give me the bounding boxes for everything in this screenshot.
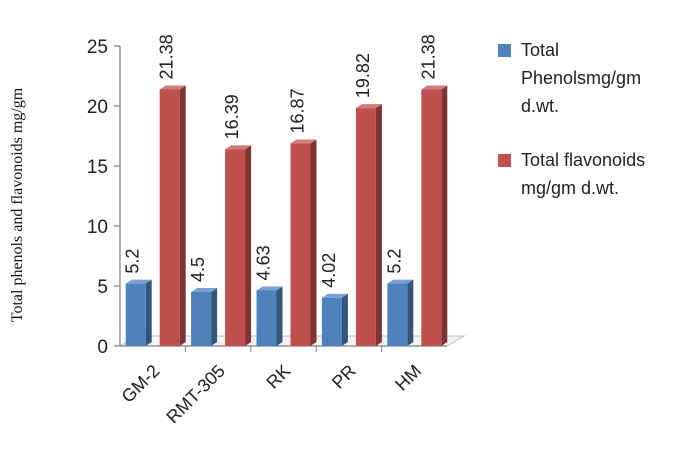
data-label: 19.82 xyxy=(353,53,373,98)
bar-top xyxy=(159,85,186,90)
bar-flavonoids: 21.38 xyxy=(157,34,186,346)
bar-top xyxy=(225,145,252,150)
bar-side xyxy=(441,85,448,346)
legend-swatch xyxy=(498,154,511,167)
data-label: 21.38 xyxy=(418,34,438,79)
bar-top xyxy=(290,139,317,144)
legend-label: Total flavonoids mg/gm d.wt. xyxy=(521,150,645,198)
legend-swatch xyxy=(498,44,511,57)
data-label: 4.02 xyxy=(319,253,339,288)
legend-label: Total Phenolsmg/gm d.wt. xyxy=(521,40,641,116)
y-tick-label: 20 xyxy=(87,97,108,118)
bar-phenols: 4.02 xyxy=(319,253,348,346)
bar-flavonoids: 16.39 xyxy=(222,94,252,346)
x-tick-label: RMT-305 xyxy=(162,361,228,427)
y-tick-label: 5 xyxy=(97,277,108,298)
y-axis-label: Total phenols and flavonoids mg/gm xyxy=(9,87,26,322)
bar-top xyxy=(387,279,414,284)
bar-front xyxy=(159,89,180,346)
bar-top xyxy=(191,288,218,292)
bar-side xyxy=(245,145,252,346)
data-label: 4.63 xyxy=(254,245,274,280)
x-tick-label: PR xyxy=(328,361,360,393)
bar-top xyxy=(355,104,382,109)
bar-side xyxy=(375,104,382,346)
bar-side xyxy=(407,279,414,346)
bar-top xyxy=(421,85,448,90)
bar-front xyxy=(191,292,212,346)
y-axis-ticks: 0 5 10 15 20 25 xyxy=(87,37,120,358)
bar-front xyxy=(355,108,376,346)
data-label: 4.5 xyxy=(188,257,208,282)
bar-front xyxy=(421,89,442,346)
bar-flavonoids: 21.38 xyxy=(418,34,448,346)
bar-front xyxy=(225,149,246,346)
bar-side xyxy=(179,85,186,346)
x-tick-label: GM-2 xyxy=(118,361,164,407)
data-label: 16.87 xyxy=(288,89,308,134)
y-tick-label: 15 xyxy=(87,157,108,178)
bar-series: 5.2 21.38 4.5 16.39 4.63 16.87 4.02 19.82 5.2 21.… xyxy=(123,34,448,346)
data-label: 5.2 xyxy=(384,249,404,274)
bar-front xyxy=(125,283,146,346)
bar-front xyxy=(387,283,408,346)
bar-flavonoids: 19.82 xyxy=(353,53,382,346)
y-tick-label: 10 xyxy=(87,217,108,238)
bar-side xyxy=(341,293,348,346)
data-label: 16.39 xyxy=(222,94,242,139)
bar-side xyxy=(276,286,283,346)
bar-top xyxy=(256,286,283,291)
bar-phenols: 4.5 xyxy=(188,257,218,346)
bar-front xyxy=(321,297,342,346)
bar-top xyxy=(125,279,152,284)
bar-phenols: 5.2 xyxy=(123,249,152,346)
data-label: 21.38 xyxy=(157,34,177,79)
bar-side xyxy=(310,139,317,346)
bar-front xyxy=(256,290,277,346)
y-tick-label: 0 xyxy=(97,337,108,358)
legend-item-flavonoids: Total flavonoids mg/gm d.wt. xyxy=(498,150,645,198)
bar-top xyxy=(321,293,348,298)
bar-side xyxy=(145,279,152,346)
legend-item-phenols: Total Phenolsmg/gm d.wt. xyxy=(498,40,641,116)
y-tick-label: 25 xyxy=(87,37,108,58)
bar-front xyxy=(290,143,311,346)
bar-flavonoids: 16.87 xyxy=(288,89,317,346)
data-label: 5.2 xyxy=(123,249,143,274)
bar-phenols: 5.2 xyxy=(384,249,414,346)
legend: Total Phenolsmg/gm d.wt. Total flavonoids mg… xyxy=(498,40,645,198)
bar-side xyxy=(211,288,218,346)
x-tick-label: RK xyxy=(262,361,294,393)
x-tick-label: HM xyxy=(391,361,425,395)
bar-phenols: 4.63 xyxy=(254,245,283,346)
